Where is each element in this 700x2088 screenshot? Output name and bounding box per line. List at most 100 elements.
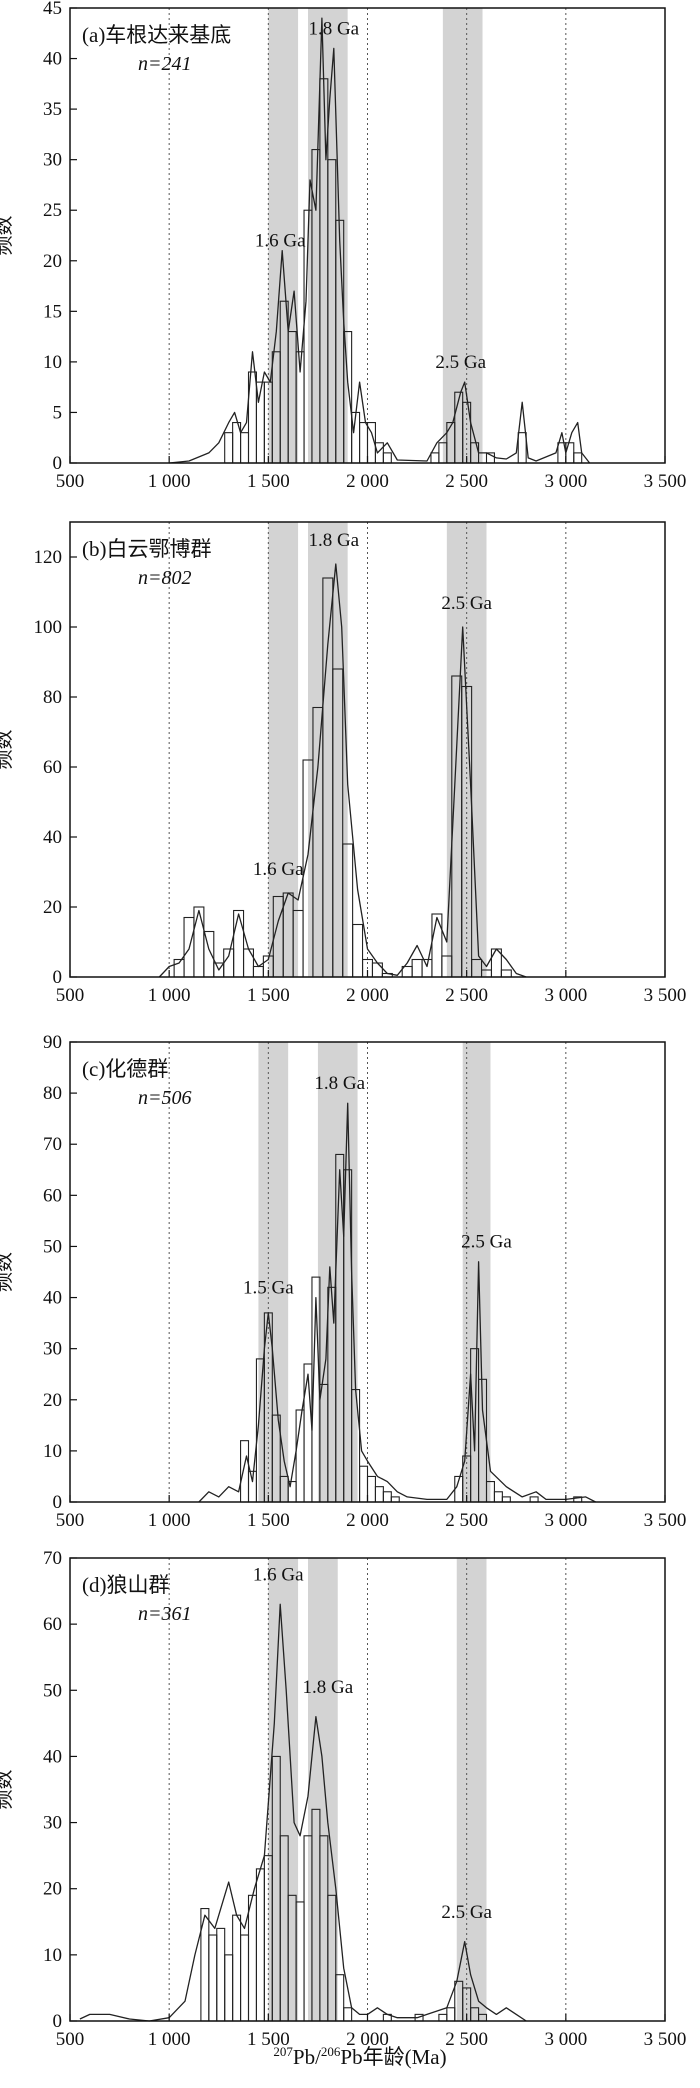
panel-d-x-tick-label: 2 500 — [445, 2029, 488, 2050]
panel-c-y-tick-label: 60 — [43, 1185, 62, 1206]
panel-b-histogram-bar — [500, 969, 512, 978]
panel-b-y-tick-label: 20 — [43, 897, 62, 918]
panel-d-y-tick-label: 60 — [43, 1614, 62, 1635]
panel-a-y-tick-label: 35 — [43, 99, 62, 120]
panel-c-histogram-bar — [374, 1486, 384, 1503]
panel-b-histogram-bar — [233, 909, 245, 978]
xlabel-age: Pb年龄(Ma) — [340, 2045, 446, 2069]
panel-b: 0 20 40 60 80 100 120 500 1 000 1 500 2 000 2 500 3 … — [0, 521, 687, 1006]
panel-d-histogram-bar — [438, 2013, 448, 2022]
xlabel-sup-207: 207 — [273, 2044, 293, 2059]
panel-a-y-tick-label: 45 — [43, 0, 62, 19]
panel-c-density-curve — [198, 1102, 596, 1503]
panel-c-peak-label: 1.8 Ga — [314, 1073, 365, 1094]
panel-c-histogram-bar — [529, 1496, 539, 1503]
panel-c-histogram-bar — [493, 1491, 503, 1503]
panel-d-histogram-bar — [232, 1914, 242, 2022]
panel-b-density-curve — [158, 563, 527, 978]
panel-b-peak-label: 2.5 Ga — [441, 593, 492, 614]
panel-a-x-tick-label: 2 500 — [445, 471, 488, 492]
panel-d-histogram-bar — [255, 1868, 265, 2022]
panel-d-histogram-bar — [224, 1954, 234, 2022]
panel-b-histogram-bar — [242, 948, 255, 978]
panel-a-y-tick-label: 0 — [53, 453, 63, 474]
panel-c-x-tick-label: 2 500 — [445, 1510, 488, 1531]
panel-c-x-tick-label: 3 000 — [544, 1510, 587, 1531]
panel-b-x-tick-label: 2 500 — [445, 985, 488, 1006]
panel-b-peak-label: 1.6 Ga — [253, 859, 304, 880]
panel-a-histogram-bar — [573, 452, 583, 464]
panel-b-x-tick-label: 3 500 — [644, 985, 687, 1006]
panel-c-peak-label: 1.5 Ga — [243, 1278, 294, 1299]
panel-c-y-tick-label: 90 — [43, 1032, 62, 1053]
panel-a-y-tick-label: 20 — [43, 251, 62, 272]
panel-a-histogram-bar — [224, 432, 234, 464]
panel-b-y-tick-label: 60 — [43, 757, 62, 778]
panel-d-histogram-bar — [446, 2007, 456, 2022]
panel-a-x-tick-label: 500 — [56, 471, 85, 492]
panel-a-y-tick-label: 40 — [43, 49, 62, 70]
panel-d-title: (d)狼山群 — [82, 1573, 170, 1597]
panel-c-peak-label: 2.5 Ga — [461, 1232, 512, 1253]
panel-d-peak-label: 1.6 Ga — [253, 1564, 304, 1585]
panel-c-y-tick-label: 0 — [53, 1492, 63, 1513]
panel-d-peak-label: 2.5 Ga — [441, 1902, 492, 1923]
panel-d-y-axis-label: 频数 — [0, 1770, 15, 1810]
panel-b-y-axis-label: 频数 — [0, 730, 15, 770]
panel-a-histogram-bar — [240, 432, 250, 464]
panel-a-histogram-bar — [517, 432, 527, 464]
panel-d-y-tick-label: 10 — [43, 1945, 62, 1966]
panel-b-y-tick-label: 120 — [34, 547, 63, 568]
panel-a-y-tick-label: 10 — [43, 352, 62, 373]
panel-b-histogram-bar — [411, 958, 423, 978]
panel-b-peak-label: 1.8 Ga — [308, 530, 359, 551]
panel-a-sample-count: n=241 — [138, 53, 192, 75]
panel-a-y-tick-label: 5 — [53, 402, 63, 423]
panel-d-x-tick-label: 500 — [56, 2029, 85, 2050]
panel-a-x-tick-label: 1 500 — [247, 471, 290, 492]
panel-a-y-tick-label: 25 — [43, 200, 62, 221]
panel-c-y-tick-label: 50 — [43, 1236, 62, 1257]
panel-c-y-tick-label: 10 — [43, 1441, 62, 1462]
panel-a-histogram-bar — [565, 442, 575, 464]
panel-a-y-axis-label: 频数 — [0, 216, 15, 256]
panel-d-histogram-bar — [240, 1934, 250, 2022]
panel-d-histogram-bar — [216, 1927, 226, 2022]
panel-b-x-tick-label: 1 500 — [247, 985, 290, 1006]
shared-x-axis-label: 207Pb/206Pb年龄(Ma) — [273, 2044, 446, 2069]
panel-a-density-curve — [169, 17, 591, 464]
panel-d-sample-count: n=361 — [138, 1603, 192, 1625]
panel-b-y-tick-label: 80 — [43, 687, 62, 708]
panel-c: 0 10 20 30 40 50 60 70 80 90 500 1 000 1 500 2 000 2 5… — [0, 1032, 686, 1531]
panel-c-x-tick-label: 1 500 — [247, 1510, 290, 1531]
panel-c-y-tick-label: 80 — [43, 1083, 62, 1104]
panel-d-shaded-band — [308, 1558, 338, 2021]
panel-d: 0 10 20 30 40 50 60 70 500 1 000 1 500 2 000 2 500 3 … — [0, 1548, 686, 2050]
panel-b-y-tick-label: 40 — [43, 827, 62, 848]
panel-c-histogram-bar — [390, 1496, 400, 1503]
panel-c-x-tick-label: 1 000 — [148, 1510, 191, 1531]
panel-a-histogram-bar — [382, 452, 392, 464]
panel-a-y-tick-label: 30 — [43, 150, 62, 171]
panel-d-histogram-bar — [247, 1894, 257, 2022]
panel-a-peak-label: 1.8 Ga — [308, 18, 359, 39]
panel-c-y-tick-label: 20 — [43, 1390, 62, 1411]
panel-b-histogram-bar — [371, 962, 383, 978]
panel-a-peak-label: 1.6 Ga — [255, 231, 306, 252]
panel-c-histogram-bar — [382, 1491, 392, 1503]
panel-a-histogram-bar — [359, 422, 369, 464]
panel-a-shaded-band — [268, 8, 299, 463]
panel-d-density-curve — [79, 1603, 527, 2022]
panel-c-y-tick-label: 40 — [43, 1288, 62, 1309]
panel-d-histogram-bar — [343, 2007, 353, 2022]
panel-a-title: (a)车根达来基底 — [82, 23, 231, 47]
panel-c-sample-count: n=506 — [138, 1087, 192, 1109]
xlabel-pb-slash: Pb/ — [293, 2045, 321, 2069]
panel-d-peak-label: 1.8 Ga — [303, 1677, 354, 1698]
panel-c-histogram-bar — [240, 1440, 250, 1503]
panel-b-x-tick-label: 2 000 — [346, 985, 389, 1006]
panel-c-shaded-band — [258, 1042, 289, 1502]
panel-d-x-tick-label: 2 000 — [346, 2029, 389, 2050]
panel-b-histogram-bar — [352, 923, 364, 978]
